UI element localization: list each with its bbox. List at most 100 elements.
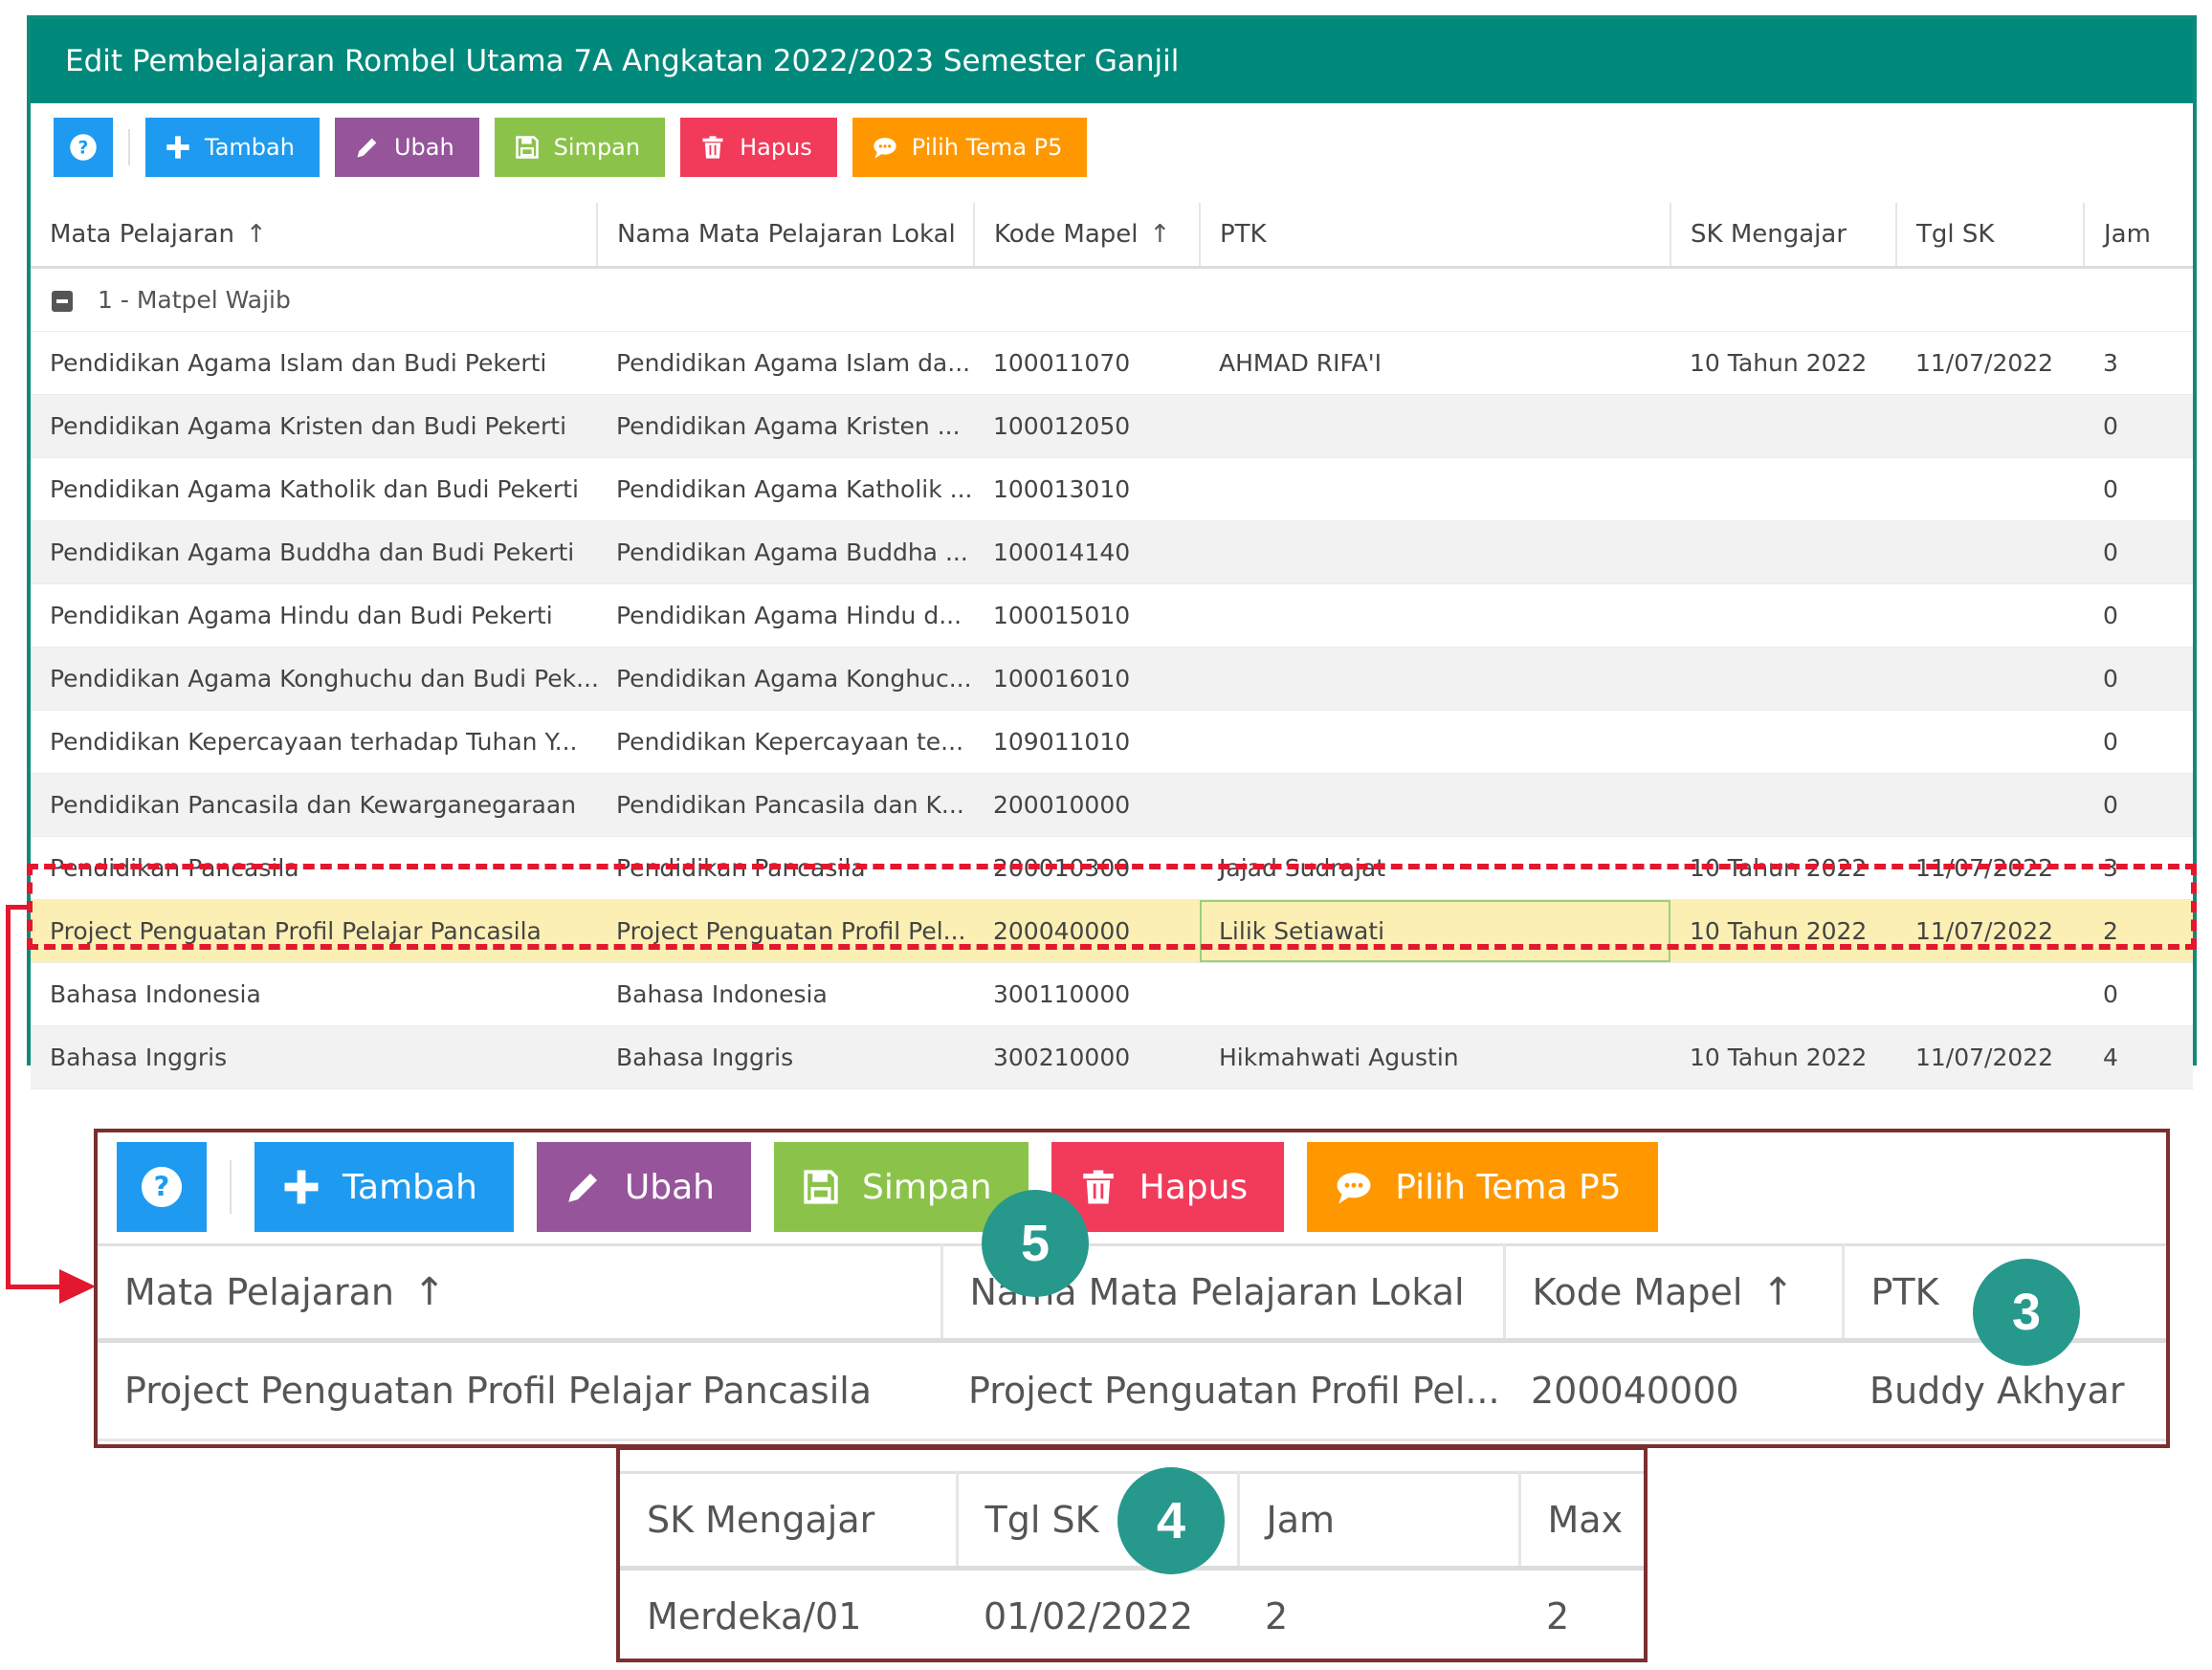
table-row[interactable]: Pendidikan Agama Katholik dan Budi Peker… bbox=[31, 457, 2193, 521]
cell-jam[interactable]: 2 bbox=[1265, 1595, 1289, 1637]
col-sk-mengajar[interactable]: SK Mengajar bbox=[620, 1471, 959, 1571]
cell-sk-mengajar: 10 Tahun 2022 bbox=[1670, 1025, 1896, 1089]
connector-line bbox=[6, 905, 31, 910]
floppy-icon bbox=[515, 136, 539, 159]
svg-text:?: ? bbox=[78, 138, 89, 158]
cell-jam: 0 bbox=[2084, 520, 2193, 584]
cell-mata-pelajaran: Pendidikan Agama Kristen dan Budi Pekert… bbox=[31, 394, 597, 458]
cell-tgl-sk: 11/07/2022 bbox=[1896, 1025, 2084, 1089]
trash-icon bbox=[702, 136, 723, 159]
table-row[interactable]: Pendidikan Agama Kristen dan Budi Pekert… bbox=[31, 394, 2193, 458]
cell-mata-pelajaran: Pendidikan Pancasila dan Kewarganegaraan bbox=[31, 773, 597, 837]
cell-sk-mengajar bbox=[1670, 394, 1896, 458]
hapus-label: Hapus bbox=[1139, 1167, 1249, 1207]
cell-mata-pelajaran: Bahasa Indonesia bbox=[31, 962, 597, 1026]
pilih-tema-label: Pilih Tema P5 bbox=[911, 134, 1063, 161]
table-row[interactable]: Pendidikan Pancasila dan Kewarganegaraan… bbox=[31, 773, 2193, 837]
cell-ptk: Lilik Setiawati bbox=[1200, 899, 1670, 963]
col-jam[interactable]: Jam bbox=[1238, 1471, 1521, 1571]
cell-sk-mengajar bbox=[1670, 962, 1896, 1026]
table-row[interactable]: Pendidikan Agama Konghuchu dan Budi Pek.… bbox=[31, 647, 2193, 711]
ubah-button[interactable]: Ubah bbox=[334, 118, 479, 177]
col-mata-pelajaran[interactable]: Mata Pelajaran ↑ bbox=[31, 203, 598, 269]
cell-mata-pelajaran: Pendidikan Agama Hindu dan Budi Pekerti bbox=[31, 583, 597, 648]
cell-ptk bbox=[1200, 394, 1670, 458]
cell-kode-mapel: 200040000 bbox=[974, 899, 1200, 963]
col-ptk[interactable]: PTK bbox=[1200, 203, 1671, 269]
simpan-label: Simpan bbox=[861, 1167, 992, 1207]
question-circle-icon: ? bbox=[70, 134, 97, 161]
table-row[interactable]: Bahasa Indonesia Bahasa Indonesia 30011000… bbox=[31, 962, 2193, 1026]
table-row[interactable]: Project Penguatan Profil Pelajar Pancasi… bbox=[31, 899, 2193, 963]
cell-nama-lokal: Project Penguatan Profil Pel... bbox=[941, 1340, 1504, 1441]
table-row[interactable]: Pendidikan Agama Buddha dan Budi Pekerti… bbox=[31, 520, 2193, 584]
simpan-button[interactable]: Simpan bbox=[494, 118, 666, 177]
cell-jam: 3 bbox=[2084, 331, 2193, 395]
col-mata-pelajaran[interactable]: Mata Pelajaran ↑ bbox=[98, 1243, 943, 1343]
col-sk-mengajar[interactable]: SK Mengajar bbox=[1670, 203, 1897, 269]
cell-tgl-sk bbox=[1896, 394, 2084, 458]
cell-nama-lokal: Pendidikan Agama Islam da... bbox=[597, 331, 974, 395]
cell-kode-mapel: 100015010 bbox=[974, 583, 1200, 648]
help-button[interactable]: ? bbox=[54, 118, 113, 177]
table-row[interactable]: Bahasa Inggris Bahasa Inggris 300210000 Hik… bbox=[31, 1025, 2193, 1089]
toolbar-separator bbox=[230, 1159, 232, 1215]
cell-ptk bbox=[1200, 710, 1670, 774]
cell-tgl-sk: 11/07/2022 bbox=[1896, 899, 2084, 963]
help-button[interactable]: ? bbox=[117, 1142, 207, 1232]
cell-sk-mengajar: 10 Tahun 2022 bbox=[1670, 899, 1896, 963]
cell-jam: 0 bbox=[2084, 457, 2193, 521]
toolbar-zoomed: ? Tambah Ubah Simpan Hapus Pilih Tema P5 bbox=[117, 1142, 1681, 1232]
cell-mata-pelajaran: Bahasa Inggris bbox=[31, 1025, 597, 1089]
col-tgl-sk[interactable]: Tgl SK bbox=[1896, 203, 2085, 269]
cell-mata-pelajaran: Pendidikan Agama Katholik dan Budi Peker… bbox=[31, 457, 597, 521]
cell-kode-mapel: 100014140 bbox=[974, 520, 1200, 584]
table-row[interactable]: Project Penguatan Profil Pelajar Pancasi… bbox=[98, 1340, 2166, 1441]
pencil-icon bbox=[357, 138, 377, 158]
cell-sk-mengajar[interactable]: Merdeka/01 bbox=[647, 1595, 862, 1637]
arrow-head-icon bbox=[59, 1269, 96, 1304]
cell-tgl-sk bbox=[1896, 647, 2084, 711]
col-kode-mapel[interactable]: Kode Mapel ↑ bbox=[1504, 1243, 1845, 1343]
table-row[interactable]: Pendidikan Agama Islam dan Budi Pekerti P… bbox=[31, 331, 2193, 395]
simpan-button[interactable]: Simpan bbox=[773, 1142, 1029, 1232]
cell-tgl-sk[interactable]: 01/02/2022 bbox=[984, 1595, 1194, 1637]
cell-max: 2 bbox=[1546, 1595, 1570, 1637]
cell-tgl-sk: 11/07/2022 bbox=[1896, 331, 2084, 395]
question-circle-icon: ? bbox=[141, 1166, 183, 1208]
step-badge-5: 5 bbox=[982, 1190, 1089, 1297]
cell-jam: 0 bbox=[2084, 647, 2193, 711]
tambah-button[interactable]: Tambah bbox=[254, 1142, 514, 1232]
table-row[interactable]: Pendidikan Agama Hindu dan Budi Pekerti P… bbox=[31, 583, 2193, 648]
cell-kode-mapel: 300110000 bbox=[974, 962, 1200, 1026]
ubah-button[interactable]: Ubah bbox=[536, 1142, 751, 1232]
window-title: Edit Pembelajaran Rombel Utama 7A Angkat… bbox=[31, 19, 2193, 103]
zoom-panel-toolbar-row: ? Tambah Ubah Simpan Hapus Pilih Tema P5… bbox=[94, 1129, 2170, 1448]
col-jam[interactable]: Jam bbox=[2084, 203, 2193, 269]
sort-up-icon: ↑ bbox=[1149, 220, 1171, 249]
cell-mata-pelajaran: Project Penguatan Profil Pelajar Pancasi… bbox=[31, 899, 597, 963]
table-row[interactable]: Merdeka/01 01/02/2022 2 2 bbox=[620, 1569, 1644, 1659]
selected-row-highlight bbox=[27, 864, 2197, 950]
cell-nama-lokal: Pendidikan Agama Buddha ... bbox=[597, 520, 974, 584]
table-header-row: Mata Pelajaran ↑ Nama Mata Pelajaran Loka… bbox=[98, 1243, 2166, 1343]
col-max[interactable]: Max bbox=[1519, 1471, 1644, 1571]
cell-jam: 2 bbox=[2084, 899, 2193, 963]
cell-tgl-sk bbox=[1896, 583, 2084, 648]
col-kode-mapel[interactable]: Kode Mapel ↑ bbox=[974, 203, 1201, 269]
pilih-tema-button[interactable]: Pilih Tema P5 bbox=[1307, 1142, 1658, 1232]
col-nama-lokal[interactable]: Nama Mata Pelajaran Lokal bbox=[597, 203, 975, 269]
collapse-minus-icon[interactable] bbox=[52, 291, 73, 312]
cell-jam: 0 bbox=[2084, 394, 2193, 458]
table-row[interactable]: Pendidikan Kepercayaan terhadap Tuhan Y.… bbox=[31, 710, 2193, 774]
cell-kode-mapel: 109011010 bbox=[974, 710, 1200, 774]
group-row[interactable]: 1 - Matpel Wajib bbox=[31, 267, 2193, 332]
cell-sk-mengajar: 10 Tahun 2022 bbox=[1670, 331, 1896, 395]
toolbar: ? Tambah Ubah Simpan Hapus Pilih Tema P5 bbox=[54, 118, 1102, 177]
tambah-button[interactable]: Tambah bbox=[145, 118, 320, 177]
pilih-tema-button[interactable]: Pilih Tema P5 bbox=[852, 118, 1088, 177]
ubah-label: Ubah bbox=[624, 1167, 715, 1207]
hapus-button[interactable]: Hapus bbox=[680, 118, 837, 177]
hapus-button[interactable]: Hapus bbox=[1051, 1142, 1285, 1232]
step-badge-4: 4 bbox=[1117, 1467, 1225, 1574]
